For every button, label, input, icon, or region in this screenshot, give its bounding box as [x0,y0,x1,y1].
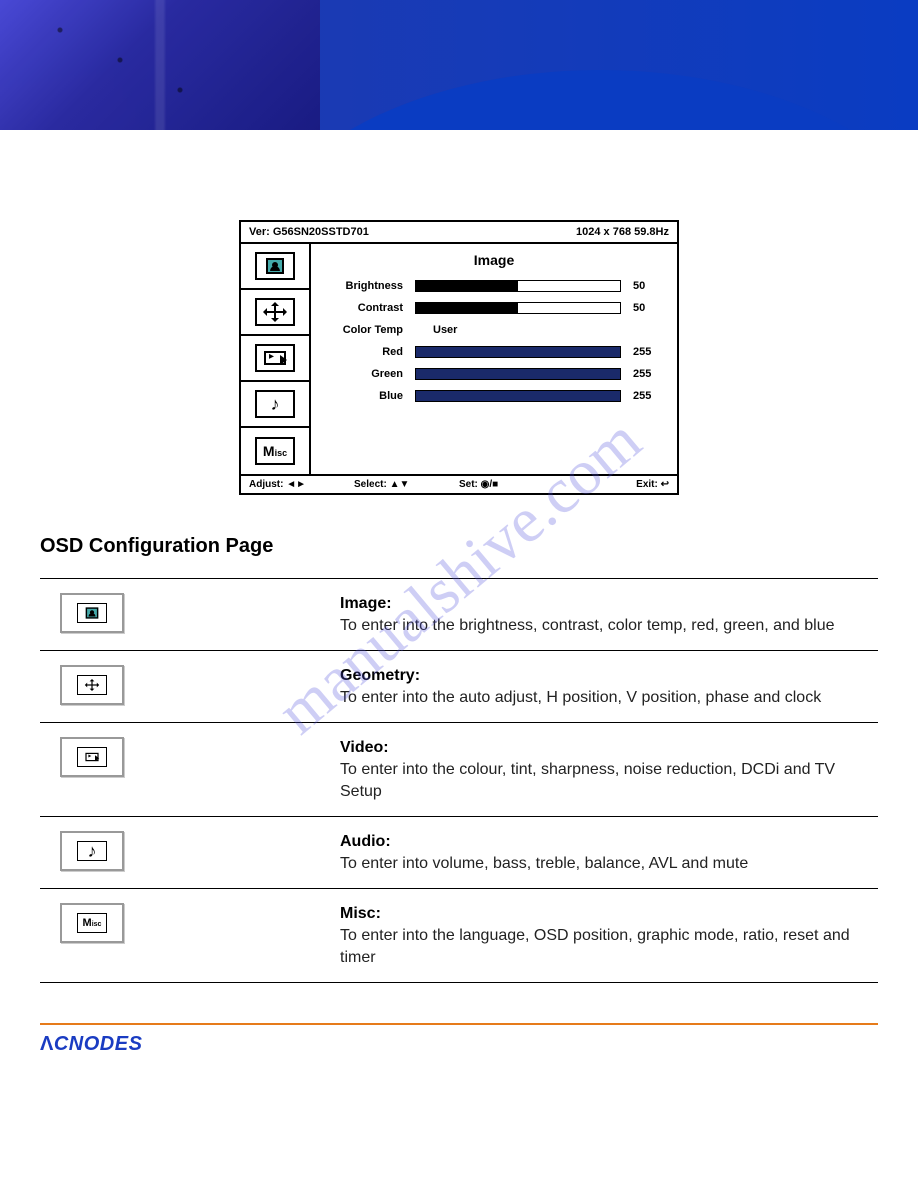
config-icon [60,737,124,777]
osd-row-blue[interactable]: Blue 255 [325,390,663,402]
config-desc-text: To enter into the colour, tint, sharpnes… [340,761,835,800]
osd-tab-column: ♪ Misc [241,244,311,474]
config-desc-text: To enter into volume, bass, treble, bala… [340,855,748,872]
osd-slider[interactable] [415,346,621,358]
video-icon [264,351,286,365]
person-icon [86,607,99,618]
osd-hint-adjust: Adjust: ◄► [249,479,354,490]
osd-label: Green [325,368,415,380]
config-row-video: Video: To enter into the colour, tint, s… [40,723,878,817]
osd-hint-set: Set: ◉/■ [459,479,564,490]
osd-slider[interactable] [415,390,621,402]
person-icon [266,258,284,274]
osd-row-brightness[interactable]: Brightness 50 [325,280,663,292]
config-title: Audio: [340,833,391,850]
footer-logo: ΛACNODESCNODES [0,1033,918,1086]
header-banner [0,0,918,130]
config-table: Image: To enter into the brightness, con… [0,578,918,983]
config-desc-text: To enter into the brightness, contrast, … [340,617,835,634]
arrows-icon [263,302,287,322]
osd-bottombar: Adjust: ◄► Select: ▲▼ Set: ◉/■ Exit: ↩ [241,474,677,493]
osd-value: 255 [633,390,663,402]
video-icon [85,753,98,761]
osd-value: 255 [633,346,663,358]
misc-icon: Misc [263,443,287,459]
osd-panel: Ver: G56SN20SSTD701 1024 x 768 59.8Hz ♪ … [239,220,679,495]
config-icon [60,593,124,633]
config-icon: ♪ [60,831,124,871]
config-row-misc: Misc Misc: To enter into the language, O… [40,889,878,983]
osd-value: 50 [633,280,663,292]
osd-label: Brightness [325,280,415,292]
osd-tab-geometry[interactable] [241,290,309,336]
osd-row-contrast[interactable]: Contrast 50 [325,302,663,314]
osd-label: Blue [325,390,415,402]
footer-rule [40,1023,878,1025]
config-row-audio: ♪ Audio: To enter into volume, bass, tre… [40,817,878,889]
config-title: Image: [340,595,392,612]
config-icon [60,665,124,705]
music-note-icon: ♪ [271,395,280,413]
section-heading: OSD Configuration Page [0,535,918,578]
osd-topbar: Ver: G56SN20SSTD701 1024 x 768 59.8Hz [241,222,677,244]
osd-row-red[interactable]: Red 255 [325,346,663,358]
misc-icon: Misc [83,917,102,929]
osd-label: Color Temp [325,324,415,336]
osd-value: 255 [633,368,663,380]
arrows-icon [85,679,99,691]
header-circuit-art [0,0,320,130]
osd-title: Image [325,252,663,268]
config-row-geometry: Geometry: To enter into the auto adjust,… [40,651,878,723]
osd-version: Ver: G56SN20SSTD701 [249,226,369,238]
osd-slider[interactable] [415,302,621,314]
osd-label: Red [325,346,415,358]
config-title: Misc: [340,905,381,922]
osd-value: User [415,324,457,336]
config-desc-text: To enter into the auto adjust, H positio… [340,689,821,706]
header-curve [250,70,918,130]
osd-row-green[interactable]: Green 255 [325,368,663,380]
osd-hint-exit: Exit: ↩ [564,479,669,490]
osd-tab-image[interactable] [241,244,309,290]
music-note-icon: ♪ [88,842,97,860]
osd-hint-select: Select: ▲▼ [354,479,459,490]
config-title: Geometry: [340,667,420,684]
osd-row-colortemp[interactable]: Color Temp User [325,324,663,336]
osd-tab-audio[interactable]: ♪ [241,382,309,428]
osd-slider[interactable] [415,280,621,292]
config-row-image: Image: To enter into the brightness, con… [40,578,878,651]
osd-content: Image Brightness 50 Contrast 50 Color Te… [311,244,677,474]
osd-value: 50 [633,302,663,314]
config-desc-text: To enter into the language, OSD position… [340,927,850,966]
config-title: Video: [340,739,389,756]
osd-resolution: 1024 x 768 59.8Hz [576,226,669,238]
config-icon: Misc [60,903,124,943]
osd-tab-misc[interactable]: Misc [241,428,309,474]
osd-tab-video[interactable] [241,336,309,382]
osd-label: Contrast [325,302,415,314]
osd-screenshot-wrap: Ver: G56SN20SSTD701 1024 x 768 59.8Hz ♪ … [0,130,918,535]
osd-slider[interactable] [415,368,621,380]
